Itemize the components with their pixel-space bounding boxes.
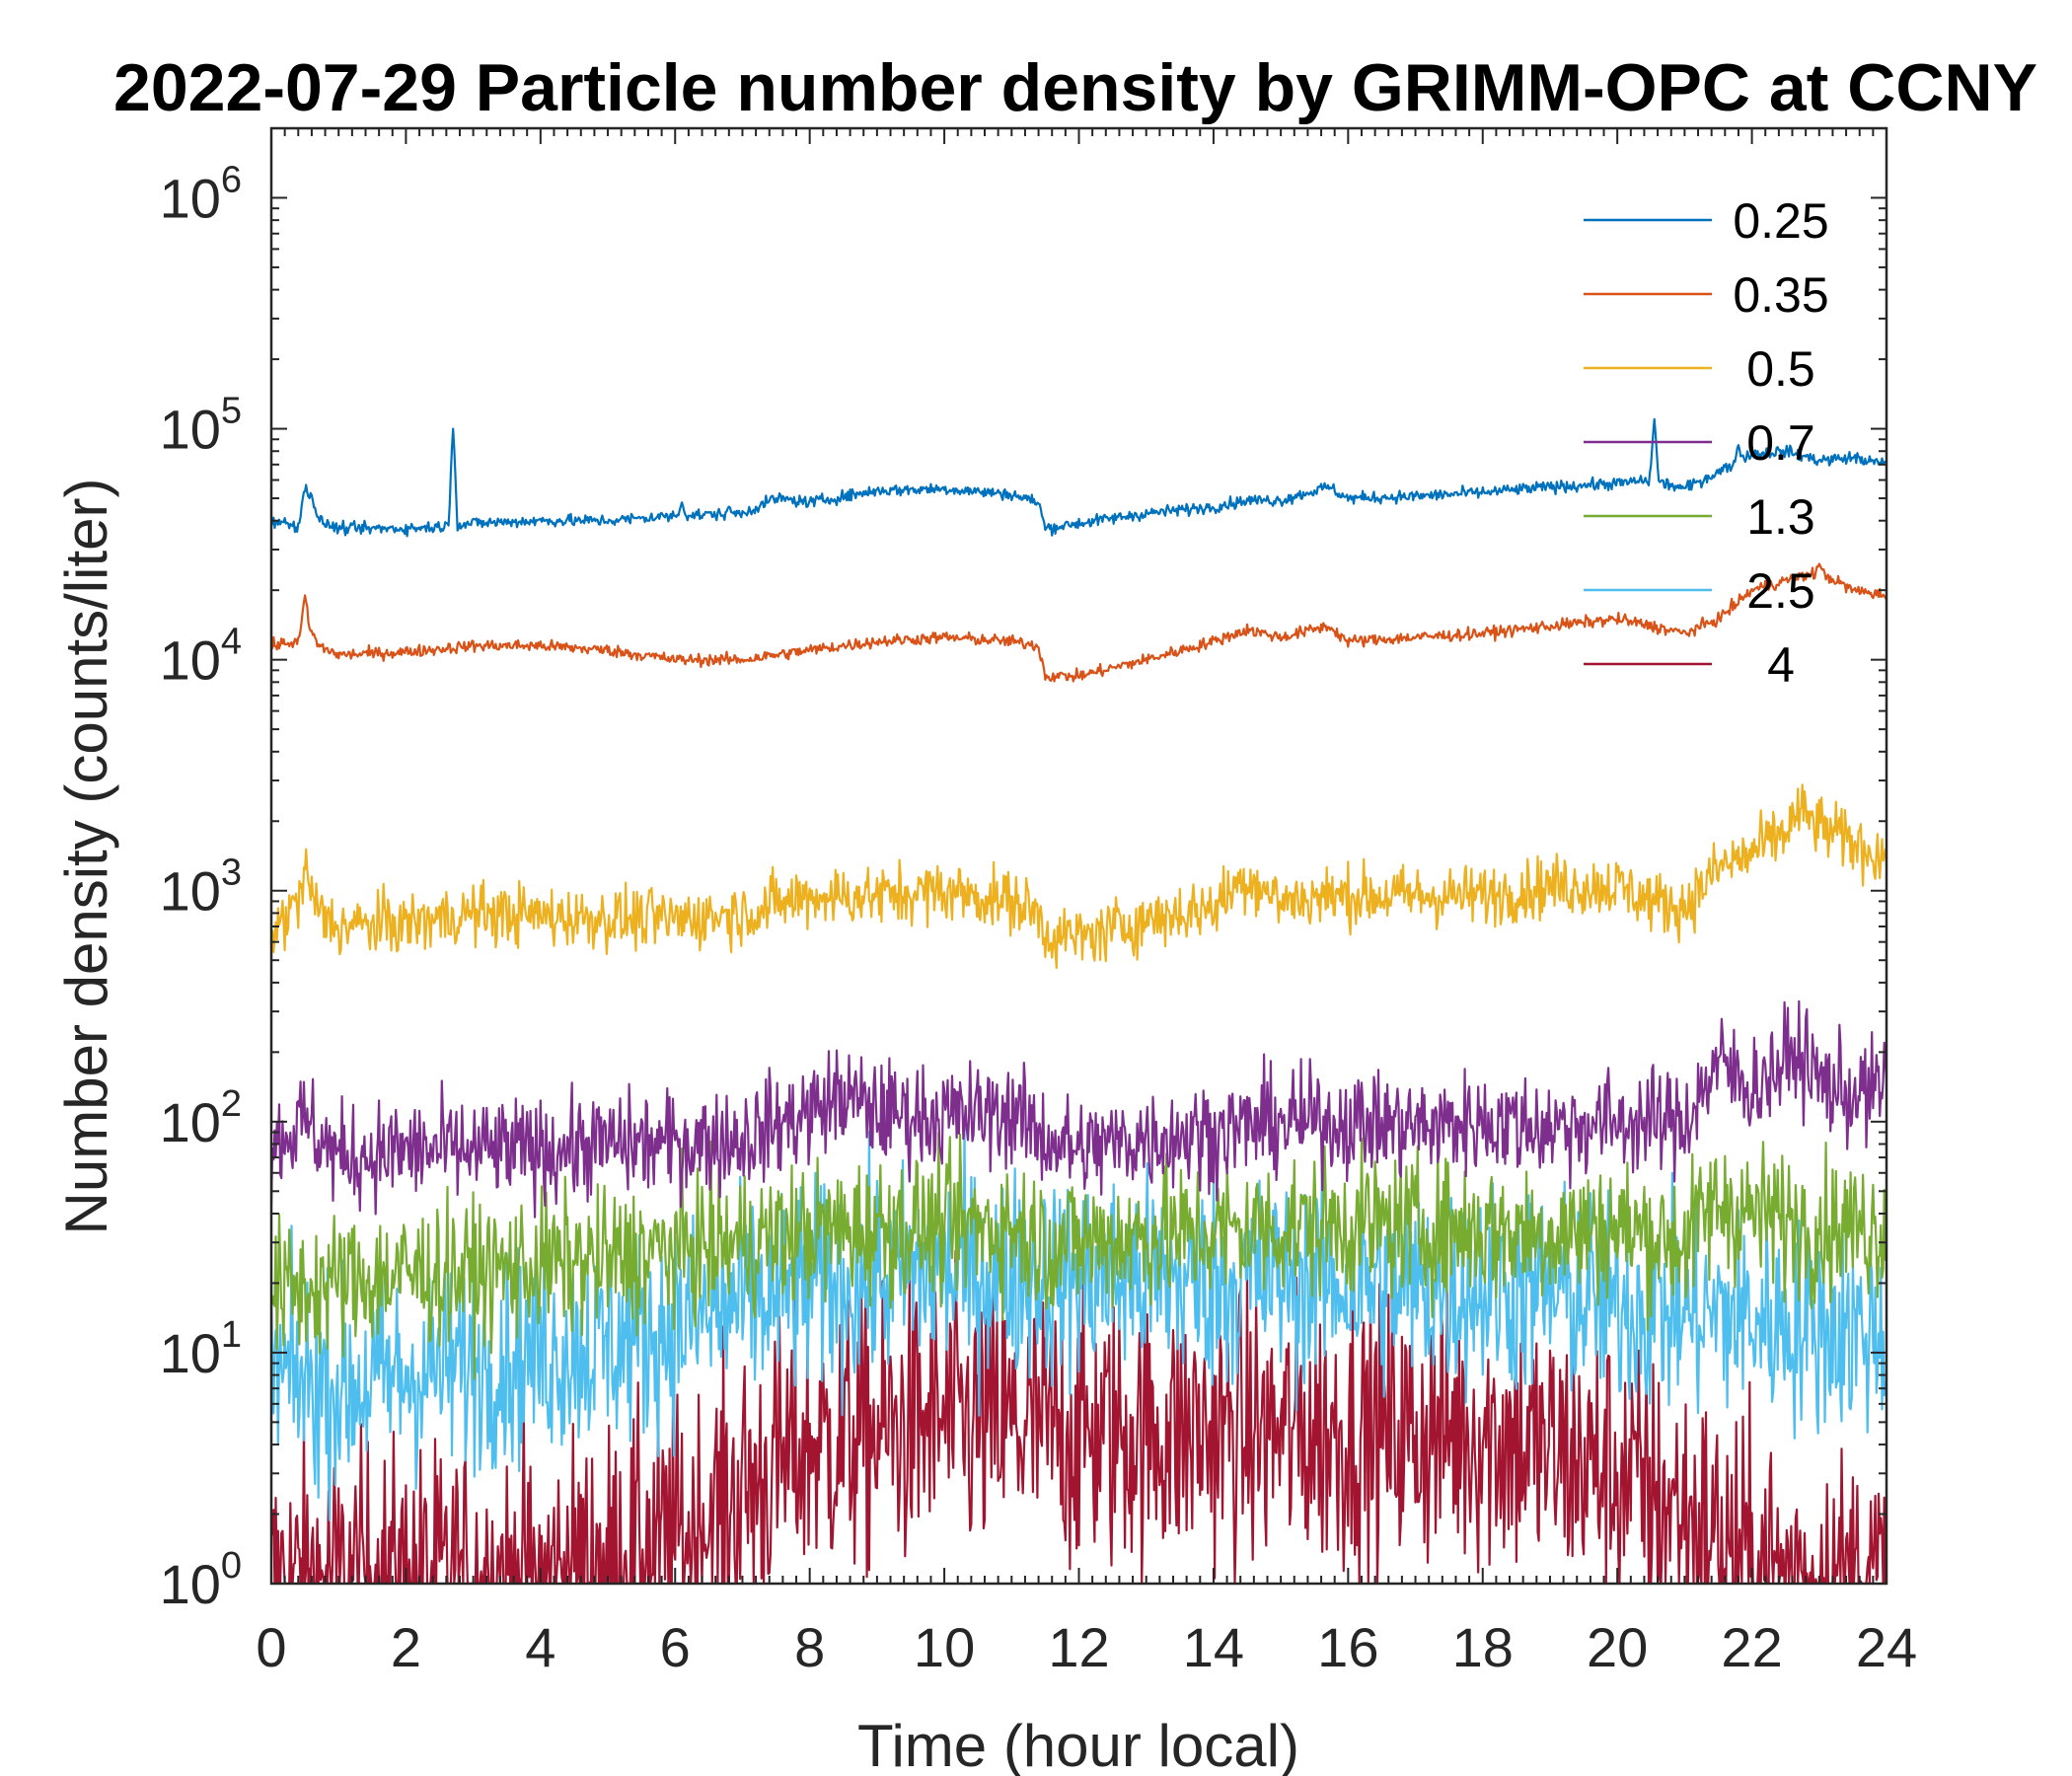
y-tick-label: 103 xyxy=(160,852,242,923)
x-tick-label: 6 xyxy=(660,1616,691,1678)
x-tick-label: 16 xyxy=(1317,1616,1378,1678)
x-tick-label: 22 xyxy=(1721,1616,1782,1678)
y-tick-base: 10 xyxy=(160,1091,221,1153)
series-line-0.5 xyxy=(271,783,1887,970)
y-tick-base: 10 xyxy=(160,1322,221,1384)
series-line-0.35 xyxy=(271,562,1887,683)
legend-label-0.25: 0.25 xyxy=(1733,193,1828,249)
y-tick-exponent: 0 xyxy=(221,1545,242,1587)
series-line-0.7 xyxy=(271,999,1887,1219)
legend-label-0.7: 0.7 xyxy=(1746,415,1815,471)
legend-label-4: 4 xyxy=(1767,637,1795,693)
y-tick-base: 10 xyxy=(160,629,221,692)
x-tick-label: 20 xyxy=(1587,1616,1648,1678)
chart-title: 2022-07-29 Particle number density by GR… xyxy=(113,50,2037,125)
y-tick-base: 10 xyxy=(160,1553,221,1615)
x-tick-label: 10 xyxy=(914,1616,975,1678)
axes: 0 2 4 6 8 10 12 14 16 18 20 22 241001011021031041051… xyxy=(160,126,1917,1678)
y-axis-label: Number density (counts/liter) xyxy=(53,479,119,1235)
legend: 0.25 0.35 0.5 0.7 1.3 2.5 4 xyxy=(1584,193,1829,693)
y-tick-exponent: 1 xyxy=(221,1314,242,1356)
x-tick-label: 24 xyxy=(1856,1616,1917,1678)
y-tick-exponent: 2 xyxy=(221,1083,242,1125)
x-tick-label: 14 xyxy=(1183,1616,1244,1678)
y-tick-label: 102 xyxy=(160,1083,242,1153)
y-tick-label: 106 xyxy=(160,159,242,229)
legend-label-0.5: 0.5 xyxy=(1746,341,1815,397)
plot-area xyxy=(271,417,1887,1584)
x-tick-label: 0 xyxy=(256,1616,286,1678)
y-tick-label: 100 xyxy=(160,1545,242,1615)
x-axis-label: Time (hour local) xyxy=(857,1713,1299,1776)
x-tick-label: 4 xyxy=(525,1616,555,1678)
legend-label-1.3: 1.3 xyxy=(1746,489,1815,545)
y-tick-base: 10 xyxy=(160,860,221,923)
series-line-0.25 xyxy=(271,417,1887,538)
y-tick-exponent: 6 xyxy=(221,159,242,200)
y-tick-base: 10 xyxy=(160,167,221,229)
series-line-1.3 xyxy=(271,1132,1887,1380)
series-line-4 xyxy=(271,1249,1887,1584)
y-tick-base: 10 xyxy=(160,399,221,461)
x-tick-label: 18 xyxy=(1452,1616,1514,1678)
y-tick-label: 101 xyxy=(160,1314,242,1384)
y-tick-exponent: 4 xyxy=(221,622,242,663)
y-tick-label: 104 xyxy=(160,622,242,692)
y-tick-label: 105 xyxy=(160,391,242,461)
legend-label-2.5: 2.5 xyxy=(1746,563,1815,619)
x-tick-label: 12 xyxy=(1048,1616,1109,1678)
y-tick-exponent: 5 xyxy=(221,391,242,432)
legend-label-0.35: 0.35 xyxy=(1733,267,1828,323)
x-tick-label: 2 xyxy=(391,1616,421,1678)
y-tick-exponent: 3 xyxy=(221,852,242,894)
x-tick-label: 8 xyxy=(794,1616,825,1678)
